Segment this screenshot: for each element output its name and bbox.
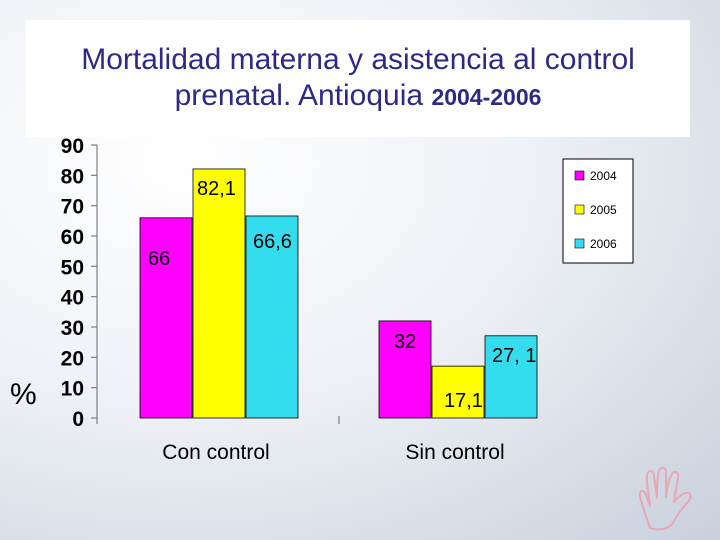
- legend-label-2004: 2004: [590, 169, 617, 183]
- bar-2005-1: [431, 365, 485, 419]
- y-tick-label: 60: [61, 226, 84, 249]
- category-label: Con control: [162, 441, 269, 464]
- hand-outline-path: [638, 466, 692, 531]
- legend-swatch-2005: [574, 204, 585, 215]
- legend-swatch-2004: [574, 170, 585, 181]
- y-tick-label: 20: [61, 347, 84, 370]
- title-line-2: prenatal. Antioquia 2004-2006: [26, 78, 690, 115]
- data-label-2006-0: 66,6: [253, 231, 292, 253]
- y-tick-label: 0: [72, 408, 84, 431]
- bar-2004-0: [139, 217, 193, 419]
- title-years: 2004-2006: [431, 84, 542, 110]
- legend-box: [562, 158, 634, 264]
- y-tick-label: 80: [61, 165, 84, 188]
- hand-outline-icon: [638, 466, 692, 531]
- y-tick-label: 90: [61, 135, 84, 158]
- title-line-1: Mortalidad materna y asistencia al contr…: [81, 43, 635, 76]
- data-label-2004-1: 32: [394, 331, 416, 353]
- data-label-2005-0: 82,1: [197, 178, 236, 200]
- y-axis-label: %: [10, 378, 37, 411]
- y-tick-label: 10: [61, 378, 84, 401]
- bar-2005-0: [192, 168, 246, 419]
- y-tick-label: 30: [61, 317, 84, 340]
- title-box: Mortalidad materna y asistencia al contr…: [26, 20, 690, 137]
- data-label-2004-0: 66: [148, 248, 170, 270]
- legend-swatch-2006: [574, 238, 585, 249]
- bar-2006-1: [484, 335, 538, 419]
- y-tick-label: 50: [61, 256, 84, 279]
- bar-2006-0: [245, 215, 299, 419]
- category-label: Sin control: [405, 441, 504, 464]
- data-label-2005-1: 17,1: [444, 390, 483, 412]
- bar-2004-1: [378, 320, 432, 419]
- title-region: prenatal. Antioquia: [174, 79, 432, 112]
- y-tick-label: 40: [61, 287, 84, 310]
- data-label-2006-1: 27, 1: [492, 345, 536, 367]
- legend-label-2006: 2006: [590, 237, 617, 251]
- y-tick-label: 70: [61, 196, 84, 219]
- legend-label-2005: 2005: [590, 203, 617, 217]
